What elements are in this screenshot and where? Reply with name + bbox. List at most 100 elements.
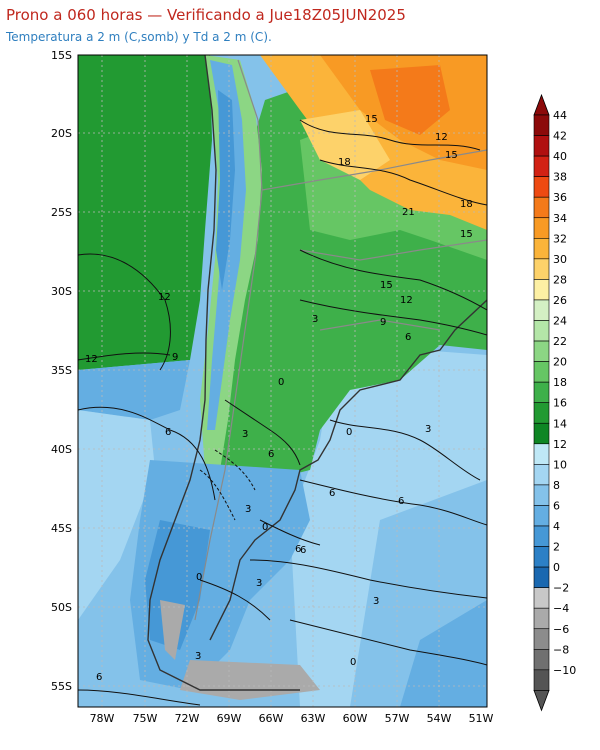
lat-label: 15S — [51, 49, 72, 62]
colorbar-swatch — [533, 381, 550, 403]
lat-label: 40S — [51, 443, 72, 456]
contour-label: 15 — [380, 280, 393, 291]
colorbar-swatch — [533, 176, 550, 198]
contour-label: 6 — [295, 544, 301, 555]
colorbar-swatch — [533, 546, 550, 568]
contour-label: 15 — [460, 229, 473, 240]
contour-label: 3 — [195, 651, 201, 662]
colorbar-swatch — [533, 566, 550, 588]
lon-label: 60W — [343, 712, 368, 725]
colorbar-swatch — [533, 402, 550, 424]
contour-label: 9 — [380, 317, 386, 328]
colorbar-label: 0 — [553, 561, 560, 574]
colorbar-swatch — [533, 607, 550, 630]
colorbar-swatch — [533, 628, 550, 650]
lat-label: 35S — [51, 364, 72, 377]
contour-label: 18 — [460, 199, 473, 210]
contour-label: 0 — [350, 657, 356, 668]
lon-label: 54W — [427, 712, 452, 725]
contour-lines — [78, 119, 487, 706]
colorbar-max-arrow — [533, 93, 550, 116]
colorbar-label: 24 — [553, 315, 567, 328]
colorbar-label: 2 — [553, 541, 560, 554]
colorbar-label: 14 — [553, 417, 567, 430]
colorbar-swatch — [533, 340, 550, 362]
colorbar: 4442403836343230282624222018161412108642… — [533, 93, 576, 712]
colorbar-swatch — [533, 648, 550, 671]
colorbar-label: −10 — [553, 664, 576, 677]
coastline — [147, 55, 487, 691]
contour-label: 21 — [402, 207, 415, 218]
contour-label: 12 — [158, 292, 171, 303]
colorbar-swatch — [533, 155, 550, 177]
colorbar-label: −4 — [553, 602, 569, 615]
colorbar-label: 18 — [553, 376, 567, 389]
colorbar-label: 6 — [553, 499, 560, 512]
colorbar-label: 12 — [553, 438, 567, 451]
lat-label: 20S — [51, 127, 72, 140]
colorbar-label: 42 — [553, 130, 567, 143]
lon-label: 75W — [133, 712, 158, 725]
colorbar-label: 10 — [553, 458, 567, 471]
colorbar-swatch — [533, 238, 550, 260]
colorbar-swatch — [533, 258, 550, 280]
colorbar-swatch — [533, 217, 550, 239]
colorbar-swatch — [533, 525, 550, 547]
contour-label: 15 — [445, 150, 458, 161]
contour-label: 0 — [262, 522, 268, 533]
longitude-axis: 78W 75W 72W 69W 66W 63W 60W 57W 54W 51W — [90, 712, 494, 725]
colorbar-label: 4 — [553, 520, 560, 533]
lat-label: 25S — [51, 206, 72, 219]
contour-label: 12 — [400, 295, 413, 306]
lat-label: 45S — [51, 522, 72, 535]
lon-label: 66W — [259, 712, 284, 725]
lon-label: 78W — [90, 712, 115, 725]
lat-label: 50S — [51, 601, 72, 614]
colorbar-label: 34 — [553, 212, 567, 225]
colorbar-swatch — [533, 320, 550, 342]
colorbar-swatch — [533, 114, 550, 136]
contour-label: 0 — [346, 427, 352, 438]
contour-label: 3 — [425, 424, 431, 435]
lat-label: 55S — [51, 680, 72, 693]
colorbar-label: 40 — [553, 150, 567, 163]
colorbar-swatch — [533, 422, 550, 445]
map-subtitle: Temperatura a 2 m (C,somb) y Td a 2 m (C… — [6, 30, 272, 44]
contour-label: 18 — [338, 157, 351, 168]
colorbar-swatch — [533, 669, 550, 691]
contour-label: 15 — [365, 114, 378, 125]
lon-label: 57W — [385, 712, 410, 725]
colorbar-label: −6 — [553, 623, 569, 636]
colorbar-swatch — [533, 464, 550, 486]
colorbar-swatch — [533, 484, 550, 506]
temperature-field: 15 12 15 18 21 18 15 12 15 12 9 6 9 6 3 … — [78, 55, 487, 707]
contour-label: 3 — [242, 429, 248, 440]
contour-label: 3 — [245, 504, 251, 515]
contour-label: 6 — [96, 672, 102, 683]
colorbar-swatch — [533, 361, 550, 383]
lon-label: 72W — [175, 712, 200, 725]
map-title: Prono a 060 horas — Verificando a Jue18Z… — [6, 6, 406, 24]
contour-label: 6 — [329, 488, 335, 499]
colorbar-label: 26 — [553, 294, 567, 307]
colorbar-label: 16 — [553, 397, 567, 410]
contour-label: 0 — [196, 572, 202, 583]
lon-label: 69W — [217, 712, 242, 725]
colorbar-swatch — [533, 279, 550, 301]
colorbar-label: −8 — [553, 643, 569, 656]
colorbar-label: 38 — [553, 171, 567, 184]
colorbar-label: 44 — [553, 109, 567, 122]
colorbar-label: 30 — [553, 253, 567, 266]
lon-label: 63W — [301, 712, 326, 725]
contour-label: 6 — [398, 496, 404, 507]
colorbar-swatch — [533, 299, 550, 321]
colorbar-label: 8 — [553, 479, 560, 492]
contour-label: 3 — [256, 578, 262, 589]
contour-label: 3 — [373, 596, 379, 607]
contour-label: 9 — [172, 352, 178, 363]
contour-label: 6 — [268, 449, 274, 460]
colorbar-min-arrow — [533, 690, 550, 712]
contour-label: 6 — [405, 332, 411, 343]
contour-label: 0 — [278, 377, 284, 388]
